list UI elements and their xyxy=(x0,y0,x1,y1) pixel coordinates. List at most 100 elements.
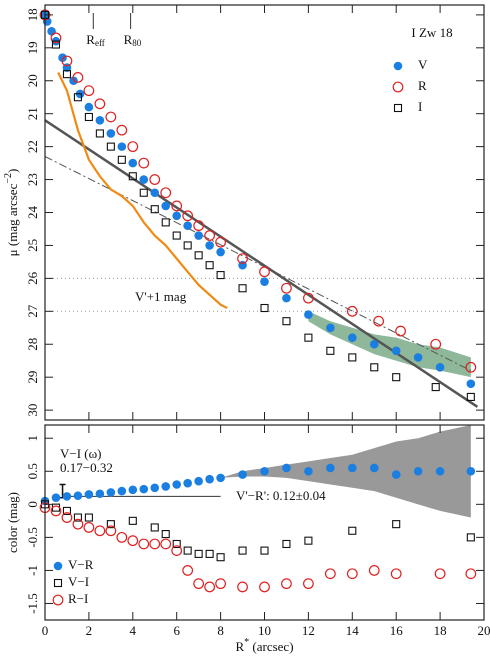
legend-label: R xyxy=(418,78,427,93)
y-tick-label: 21 xyxy=(25,107,40,120)
y-axis-label-text: color (mag) xyxy=(5,492,20,553)
point xyxy=(194,476,203,486)
point xyxy=(215,578,227,590)
point xyxy=(466,379,476,389)
point xyxy=(392,520,401,529)
point xyxy=(62,70,72,79)
point xyxy=(238,546,247,555)
legend-label: I xyxy=(418,99,422,114)
point xyxy=(61,55,73,67)
radius-marker-label-text: R xyxy=(124,32,133,47)
chart-title: I Zw 18 xyxy=(411,25,452,40)
point xyxy=(237,581,248,593)
x-tick-label: 18 xyxy=(434,623,447,638)
x-tick-label: 8 xyxy=(217,623,224,638)
point xyxy=(72,72,84,83)
point xyxy=(84,102,94,112)
point xyxy=(150,188,160,198)
point xyxy=(50,505,62,517)
point xyxy=(304,333,313,342)
y-tick-label: 1 xyxy=(25,435,40,442)
y-tick-label: 19 xyxy=(25,41,40,54)
point xyxy=(172,480,181,489)
point xyxy=(161,218,170,227)
point xyxy=(95,489,105,499)
legend-label: V−R xyxy=(68,557,94,572)
legend-marker xyxy=(393,61,403,71)
y-tick-label: 22 xyxy=(25,140,40,153)
point xyxy=(139,188,148,197)
y-tick-label: 28 xyxy=(25,338,40,351)
point xyxy=(106,129,116,138)
point xyxy=(282,463,291,473)
point xyxy=(303,292,314,304)
point xyxy=(304,310,313,319)
y-tick-label: -1.5 xyxy=(25,593,40,614)
point xyxy=(161,482,171,491)
point xyxy=(161,201,171,211)
y-axis-label: color (mag) xyxy=(5,492,20,553)
point xyxy=(205,241,214,250)
point xyxy=(73,513,82,522)
point xyxy=(466,466,476,476)
point xyxy=(128,172,137,181)
point xyxy=(282,539,291,549)
point xyxy=(238,284,247,293)
y-tick-label: 24 xyxy=(25,206,40,220)
point xyxy=(216,247,225,257)
y-tick-label: -1 xyxy=(25,565,40,576)
point xyxy=(128,158,138,168)
point xyxy=(73,491,83,501)
y-tick-label: 0.5 xyxy=(25,463,40,479)
point xyxy=(150,205,159,214)
point xyxy=(391,470,401,479)
point xyxy=(260,277,269,286)
point xyxy=(127,141,139,153)
legend-marker xyxy=(53,561,63,571)
radius-marker-label-sub: 80 xyxy=(132,38,142,48)
point xyxy=(51,40,61,49)
point xyxy=(62,506,72,515)
point xyxy=(204,581,216,593)
point xyxy=(160,538,172,550)
point xyxy=(139,484,149,494)
point xyxy=(215,236,227,248)
legend-marker xyxy=(53,578,63,588)
x-tick-label: 14 xyxy=(346,623,360,638)
point xyxy=(51,493,61,503)
legend-marker xyxy=(52,594,64,606)
x-tick-label: 12 xyxy=(302,623,315,638)
y-axis-label-text: ) xyxy=(5,169,20,173)
point xyxy=(431,383,440,392)
point xyxy=(326,463,335,473)
point xyxy=(95,129,104,138)
point xyxy=(193,578,205,590)
x-axis-label-sup: * xyxy=(244,637,249,648)
y-tick-label: 26 xyxy=(25,271,40,285)
point xyxy=(161,530,170,539)
x-tick-label: 20 xyxy=(478,623,490,638)
point xyxy=(238,470,247,479)
point xyxy=(303,578,314,590)
point xyxy=(369,463,379,473)
point xyxy=(50,32,62,44)
y-tick-label: 30 xyxy=(25,404,40,417)
point xyxy=(324,568,336,580)
point xyxy=(83,522,95,533)
y-axis-label: μ (mag arcsec−2) xyxy=(3,169,20,257)
point xyxy=(465,361,477,373)
point xyxy=(183,478,192,488)
point xyxy=(434,568,446,580)
x-tick-label: 10 xyxy=(258,623,271,638)
x-tick-label: 2 xyxy=(86,623,93,638)
point xyxy=(465,568,477,580)
annotation: V'+1 mag xyxy=(135,289,187,304)
point xyxy=(435,466,445,476)
radius-marker-label-sub: eff xyxy=(95,38,105,48)
point xyxy=(435,363,445,372)
point xyxy=(172,211,181,221)
point xyxy=(304,466,313,476)
x-axis-label-text: (arcsec) xyxy=(249,639,293,654)
y-tick-label: 23 xyxy=(25,173,40,186)
